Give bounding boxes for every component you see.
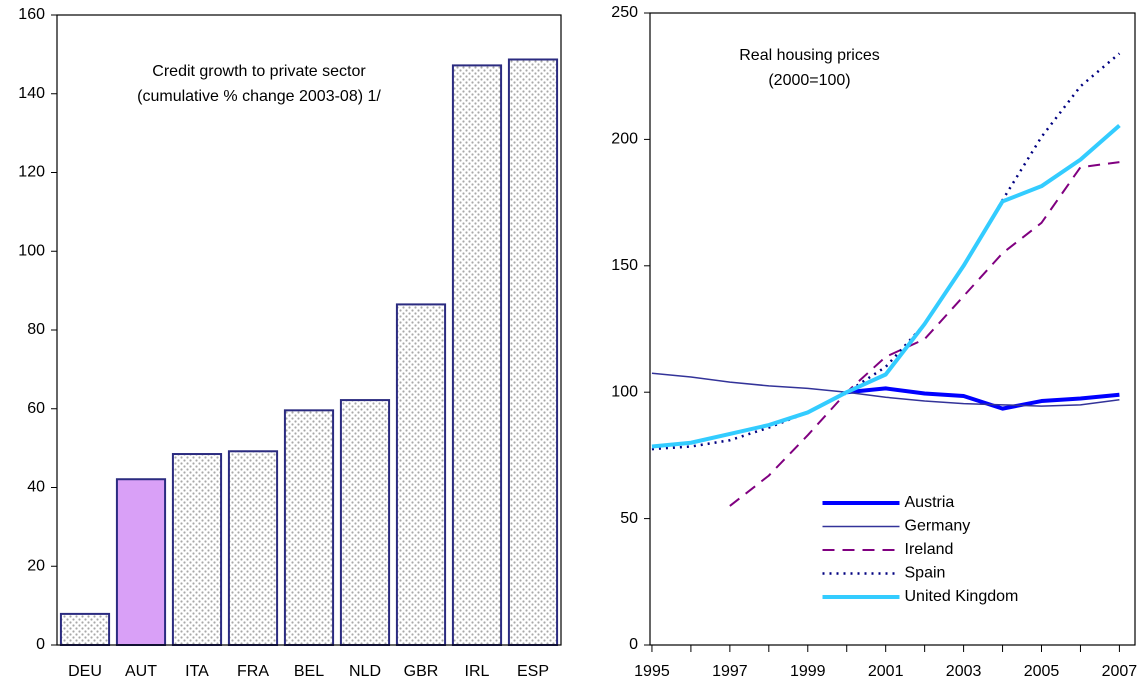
y-tick-label: 20 [27, 557, 45, 574]
x-tick-label: AUT [125, 663, 157, 680]
x-tick-label: DEU [68, 663, 102, 680]
y-tick-label: 50 [620, 510, 638, 527]
x-tick-label: GBR [404, 663, 439, 680]
series-line [729, 161, 1120, 507]
legend-label: Spain [905, 565, 946, 582]
y-tick-label: 250 [611, 4, 638, 21]
plot-frame [56, 14, 562, 646]
x-tick-label: 2007 [1102, 663, 1138, 680]
series-line [651, 52, 1121, 451]
bar [283, 409, 335, 647]
legend-label: Ireland [905, 541, 954, 558]
bar [227, 450, 279, 646]
x-tick-label: 2003 [946, 663, 982, 680]
y-tick-label: 150 [611, 257, 638, 274]
y-tick-label: 100 [18, 242, 45, 259]
chart-title: Credit growth to private sector [152, 63, 366, 80]
x-tick-label: NLD [349, 663, 381, 680]
chart-title: Real housing prices [739, 47, 880, 64]
plot-frame [649, 12, 1136, 646]
legend-label: Germany [905, 518, 971, 535]
x-tick-label: 1997 [712, 663, 748, 680]
series-line [651, 372, 1120, 407]
x-tick-label: ESP [517, 663, 549, 680]
y-tick-label: 100 [611, 383, 638, 400]
series-line [651, 123, 1121, 449]
bar [507, 58, 559, 646]
x-tick-label: 1999 [790, 663, 826, 680]
x-tick-label: 2001 [868, 663, 904, 680]
bar [339, 399, 391, 646]
bar [59, 612, 111, 646]
y-tick-label: 40 [27, 479, 45, 496]
y-tick-label: 200 [611, 131, 638, 148]
y-tick-label: 0 [629, 636, 638, 653]
chart-subtitle: (cumulative % change 2003-08) 1/ [137, 88, 381, 105]
legend-label: Austria [905, 494, 955, 511]
series-line [846, 386, 1120, 411]
x-tick-label: FRA [237, 663, 269, 680]
y-tick-label: 80 [27, 321, 45, 338]
legend-label: United Kingdom [905, 588, 1019, 605]
bar [171, 453, 223, 646]
chart-subtitle: (2000=100) [768, 72, 850, 89]
x-tick-label: 2005 [1024, 663, 1060, 680]
bar [115, 478, 167, 647]
y-tick-label: 0 [36, 636, 45, 653]
y-tick-label: 60 [27, 400, 45, 417]
x-tick-label: IRL [465, 663, 490, 680]
x-tick-label: 1995 [634, 663, 670, 680]
y-tick-label: 160 [18, 6, 45, 23]
y-tick-label: 140 [18, 85, 45, 102]
y-tick-label: 120 [18, 164, 45, 181]
bar [395, 303, 447, 646]
x-tick-label: ITA [185, 663, 209, 680]
bar [451, 64, 503, 646]
x-tick-label: BEL [294, 663, 324, 680]
